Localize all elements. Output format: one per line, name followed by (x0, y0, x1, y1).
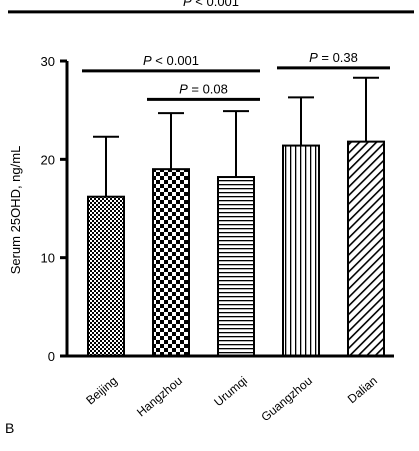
x-tick-label-urumqi: Urumqi (211, 374, 250, 410)
bar-guangzhou (282, 144, 320, 357)
x-axis: Beijing Hangzhou Urumqi Guangzhou Dalian (67, 354, 394, 425)
bar-hangzhou (152, 168, 190, 357)
significance-label-2: P = 0.08 (179, 81, 228, 96)
x-tick-label-dalian: Dalian (345, 374, 380, 407)
y-tick-label-10: 10 (41, 251, 55, 266)
y-tick-label-30: 30 (41, 54, 55, 69)
bar-dalian (347, 140, 385, 357)
significance-annotations: P < 0.001 P < 0.001 P = 0.08 P = 0.38 (8, 0, 414, 101)
y-axis: 0 10 20 30 (41, 54, 69, 364)
significance-label-3: P = 0.38 (309, 50, 358, 65)
panel-label: B (5, 420, 14, 436)
y-tick-label-0: 0 (48, 349, 55, 364)
y-tick-label-20: 20 (41, 152, 55, 167)
bar-beijing (87, 195, 125, 357)
y-axis-label: Serum 25OHD, ng/mL (8, 146, 23, 275)
x-tick-label-beijing: Beijing (83, 374, 120, 408)
significance-label-0: P < 0.001 (183, 0, 239, 9)
x-tick-label-hangzhou: Hangzhou (134, 374, 185, 420)
bars (87, 76, 385, 357)
x-tick-label-guangzhou: Guangzhou (258, 374, 315, 425)
significance-label-1: P < 0.001 (143, 53, 199, 68)
bar-urumqi (217, 176, 255, 357)
